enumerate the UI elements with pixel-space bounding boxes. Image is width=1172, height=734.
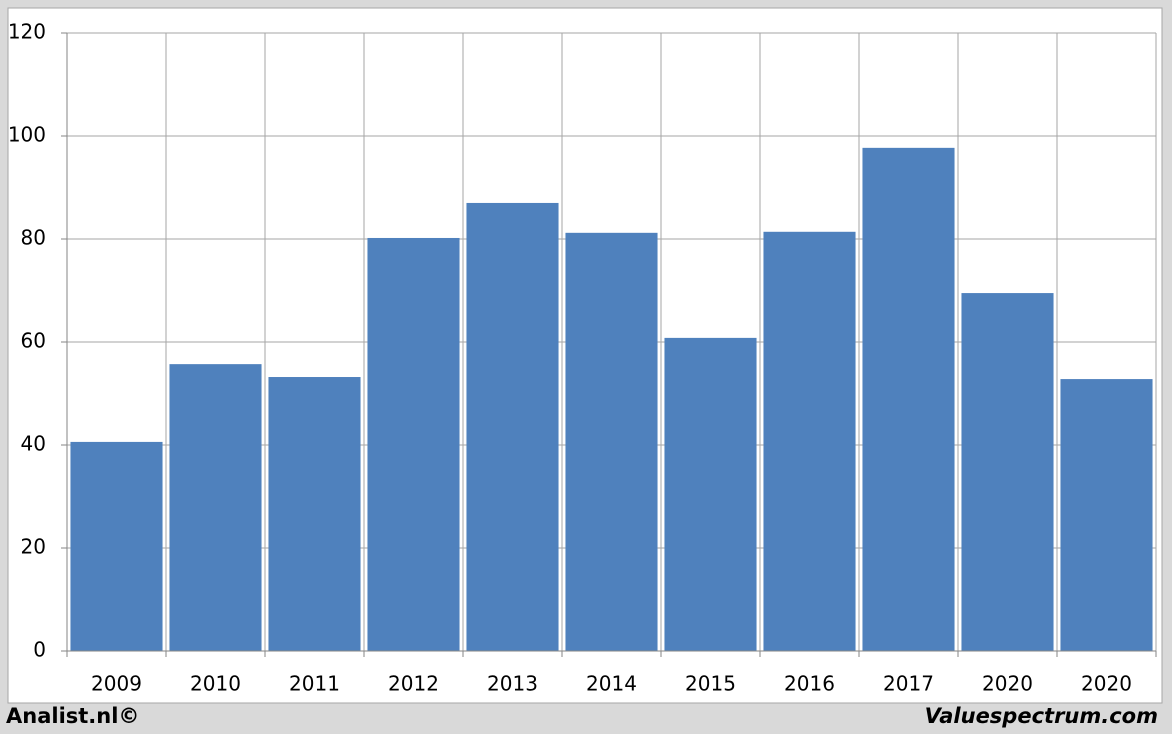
bar: [961, 293, 1054, 651]
x-tick-label: 2014: [586, 672, 637, 696]
x-tick-label: 2009: [91, 672, 142, 696]
bar: [367, 237, 460, 651]
bar: [466, 202, 559, 651]
bar: [763, 231, 856, 652]
y-tick-label: 20: [21, 535, 46, 559]
x-tick-label: 2020: [1081, 672, 1132, 696]
bar: [1060, 379, 1153, 651]
bar: [664, 337, 757, 651]
footer-left: Analist.nl©: [6, 704, 139, 728]
x-tick-label: 2015: [685, 672, 736, 696]
x-tick-label: 2010: [190, 672, 241, 696]
footer-right: Valuespectrum.com: [925, 704, 1158, 728]
y-tick-label: 120: [8, 20, 46, 44]
y-tick-label: 100: [8, 123, 46, 147]
y-tick-label: 40: [21, 432, 46, 456]
y-tick-label: 0: [33, 638, 46, 662]
x-tick-label: 2011: [289, 672, 340, 696]
y-tick-label: 80: [21, 226, 46, 250]
bar: [565, 232, 658, 651]
bar: [70, 441, 163, 651]
x-tick-label: 2013: [487, 672, 538, 696]
bar: [268, 377, 361, 651]
x-tick-label: 2017: [883, 672, 934, 696]
x-tick-label: 2012: [388, 672, 439, 696]
bar: [862, 147, 955, 651]
bar: [169, 364, 262, 651]
y-tick-label: 60: [21, 329, 46, 353]
x-tick-label: 2020: [982, 672, 1033, 696]
x-tick-label: 2016: [784, 672, 835, 696]
